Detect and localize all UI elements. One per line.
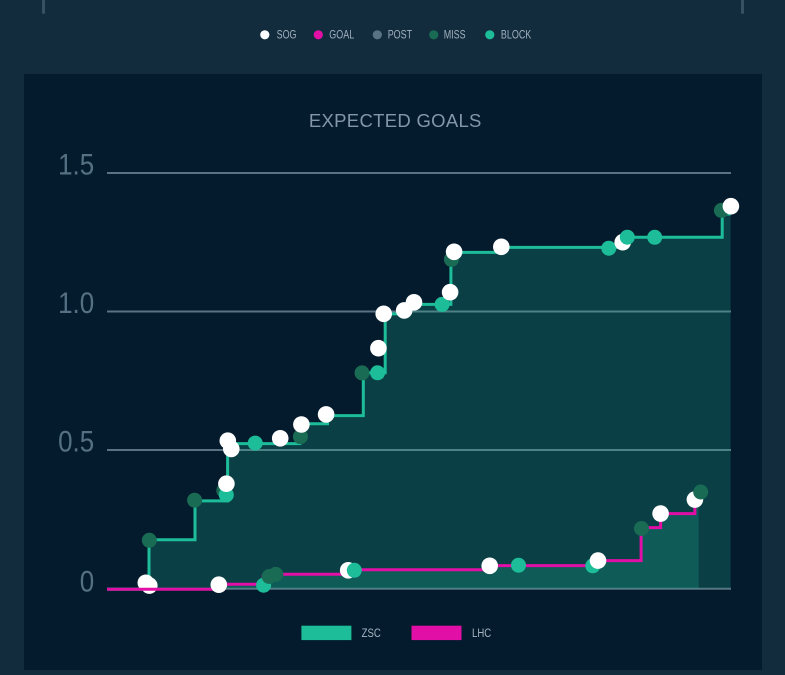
svg-text:GOAL: GOAL — [329, 30, 354, 42]
svg-text:0: 0 — [80, 565, 94, 598]
svg-text:1.0: 1.0 — [58, 286, 94, 319]
svg-text:MISS: MISS — [444, 30, 466, 42]
svg-text:0.5: 0.5 — [58, 425, 94, 458]
svg-text:BLOCK: BLOCK — [501, 30, 531, 42]
svg-text:1.5: 1.5 — [58, 148, 94, 181]
svg-text:SOG: SOG — [277, 30, 297, 42]
svg-text:POST: POST — [388, 30, 413, 42]
svg-text:EXPECTED GOALS: EXPECTED GOALS — [309, 110, 482, 131]
svg-text:LHC: LHC — [472, 627, 491, 640]
svg-text:ZSC: ZSC — [362, 627, 381, 640]
